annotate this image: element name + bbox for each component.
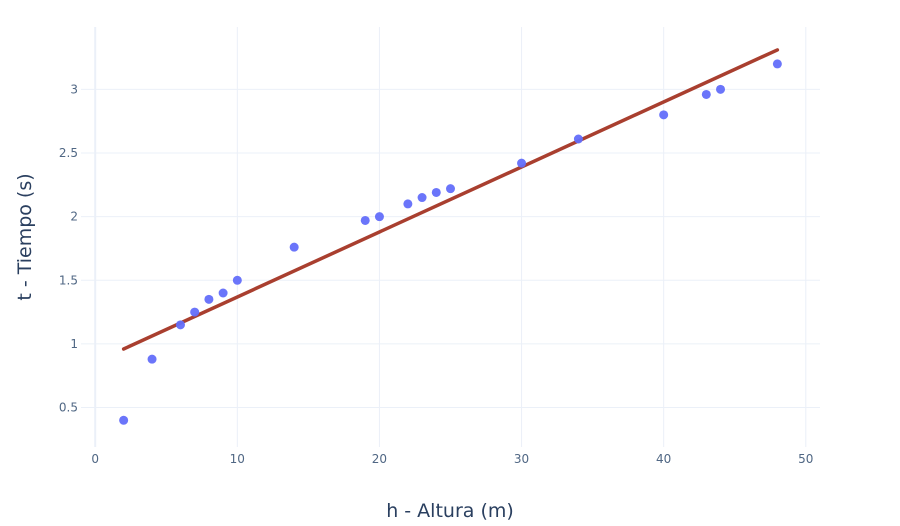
x-tick-label: 10 <box>230 452 245 466</box>
x-tick-label: 40 <box>656 452 671 466</box>
data-point <box>417 193 427 203</box>
y-tick-label: 1.5 <box>59 273 78 287</box>
data-point <box>517 158 527 168</box>
data-point <box>716 84 726 94</box>
data-point <box>573 134 583 144</box>
data-point <box>446 184 455 194</box>
x-tick-label: 30 <box>514 452 529 466</box>
grid-layer <box>81 27 820 447</box>
data-point <box>659 110 669 120</box>
x-tick-label: 0 <box>91 452 99 466</box>
data-point <box>289 242 299 252</box>
y-axis-title: t - Tiempo (s) <box>14 173 36 300</box>
fit-line <box>121 48 780 351</box>
data-point <box>175 320 185 330</box>
data-point <box>403 199 413 209</box>
y-tick-label: 2 <box>70 210 78 224</box>
data-point <box>147 354 157 364</box>
x-tick-label: 20 <box>372 452 387 466</box>
y-tick-label: 2.5 <box>59 146 78 160</box>
data-point <box>374 212 384 222</box>
y-tick-label: 1 <box>70 337 78 351</box>
y-tick-label: 0.5 <box>59 401 78 415</box>
data-point <box>218 288 228 298</box>
x-axis-title: h - Altura (m) <box>386 500 514 522</box>
plot-area <box>119 48 782 425</box>
data-point <box>431 187 441 197</box>
x-tick-label: 50 <box>798 452 813 466</box>
data-point <box>232 275 242 285</box>
data-point <box>701 89 711 99</box>
y-tick-label: 3 <box>70 82 78 96</box>
data-point <box>360 215 370 225</box>
data-point <box>204 294 214 304</box>
tick-labels: 0 10 20 30 40 50 0.5 1 1.5 2 2.5 3 <box>59 82 814 466</box>
data-point <box>119 415 129 425</box>
data-point <box>772 59 782 69</box>
data-point <box>190 307 200 317</box>
